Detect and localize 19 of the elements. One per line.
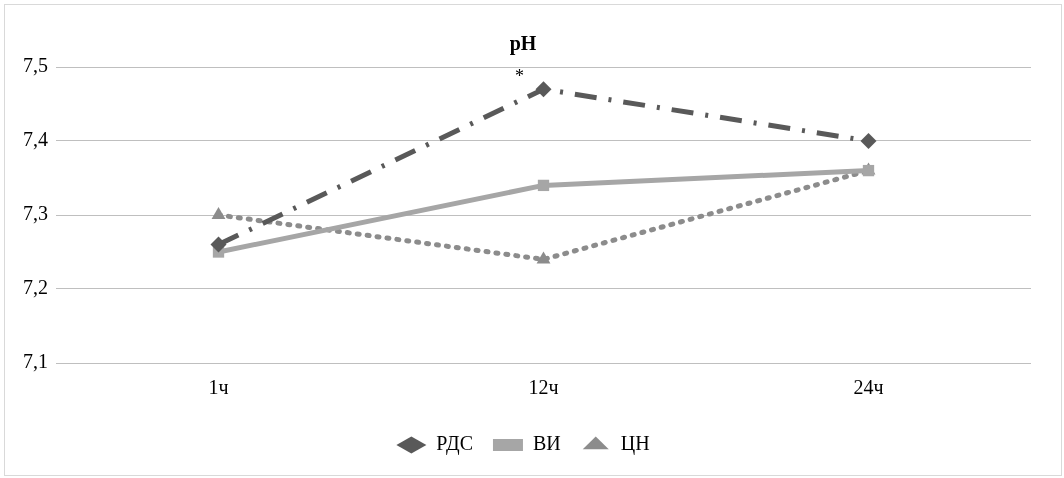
legend-label: ВИ <box>532 432 561 455</box>
y-tick-label: 7,1 <box>23 350 48 373</box>
y-tick-label: 7,3 <box>23 202 48 225</box>
point <box>211 207 226 219</box>
x-tick-label: 24ч <box>853 376 884 399</box>
x-tick-label: 1ч <box>208 376 229 399</box>
y-tick-label: 7,5 <box>23 54 48 77</box>
annotation: * <box>515 65 524 86</box>
chart-title: pH <box>509 32 537 56</box>
legend-label: ЦН <box>620 432 650 456</box>
y-tick-label: 7,4 <box>23 128 48 151</box>
point <box>537 179 550 192</box>
point <box>860 133 877 149</box>
legend-label: РДС <box>436 432 473 456</box>
x-tick-label: 12ч <box>528 376 559 399</box>
point <box>535 81 552 98</box>
y-tick-label: 7,2 <box>23 276 48 299</box>
point <box>210 236 227 253</box>
point <box>536 251 551 264</box>
